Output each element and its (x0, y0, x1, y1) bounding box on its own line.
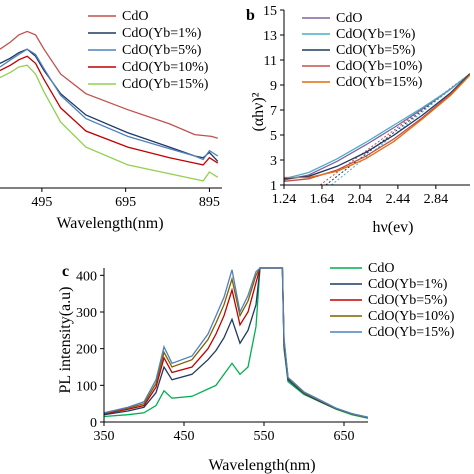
panel-b-letter: b (246, 7, 255, 24)
panel-b-series-line-2 (284, 73, 470, 180)
panel-c-plot-area (104, 267, 368, 419)
panel-c-axes: 350 450 550 650 0 100 200 300 400 (76, 268, 368, 444)
panel-a-legend-label: CdO(Yb=10%) (122, 60, 209, 75)
panel-b-plot-area (284, 73, 470, 185)
panel-b-legend: CdOCdO(Yb=1%)CdO(Yb=5%)CdO(Yb=10%)CdO(Yb… (302, 11, 423, 90)
panel-a-legend-label: CdO (122, 9, 148, 24)
panel-c-legend-label: CdO(Yb=15%) (368, 325, 455, 340)
panel-c-letter: c (62, 263, 69, 280)
panel-c-y-tick-label: 200 (76, 343, 97, 358)
panel-a-legend-label: CdO(Yb=5%) (122, 43, 202, 58)
panel-a-legend-label: CdO(Yb=1%) (122, 26, 202, 41)
panel-b-y-tick-label: 13 (263, 29, 277, 44)
panel-c-legend-label: CdO(Yb=1%) (368, 277, 448, 292)
panel-b-legend-label: CdO(Yb=5%) (336, 43, 416, 58)
panel-a-series-line-3 (0, 55, 219, 166)
panel-b-x-tick-label: 1.64 (310, 192, 335, 207)
panel-b-series-line-3 (284, 74, 470, 182)
panel-c-legend-label: CdO(Yb=10%) (368, 309, 455, 324)
panel-a-legend: CdO CdO(Yb=1%) CdO(Yb=5%) CdO(Yb=10%) CdO(Yb… (88, 9, 209, 92)
panel-b-series-line-1 (284, 73, 470, 180)
panel-c-x-tick-label: 550 (254, 429, 275, 444)
panel-b-series-line-4 (284, 74, 470, 179)
panel-b-y-tick-label: 15 (263, 4, 277, 19)
panel-c-x-tick-label: 650 (334, 429, 355, 444)
panel-b-y-tick-label: 9 (270, 79, 277, 94)
panel-c-legend: CdOCdO(Yb=1%)CdO(Yb=5%)CdO(Yb=10%)CdO(Yb… (330, 261, 455, 340)
panel-b-x-tick-label: 1.24 (272, 192, 297, 207)
panel-b-legend-label: CdO (336, 11, 362, 26)
panel-c-y-axis-title: PL intensity(a.u) (57, 287, 74, 394)
panel-b-y-tick-label: 3 (270, 154, 277, 169)
panel-c-series-line-1 (104, 267, 368, 419)
panel-a-plot-area (0, 30, 219, 182)
panel-b-y-axis-title: (αhν)² (250, 92, 267, 131)
panel-c-series-line-3 (104, 267, 368, 419)
panel-b-y-tick-label: 5 (270, 129, 277, 144)
panel-b-legend-label: CdO(Yb=15%) (336, 75, 423, 90)
panel-b-y-tick-label: 7 (270, 104, 277, 119)
panel-c-legend-label: CdO(Yb=5%) (368, 293, 448, 308)
panel-a-axes: 495 695 895 (0, 187, 222, 210)
panel-a-series-line-1 (0, 48, 219, 162)
panel-a-series-line-4 (0, 64, 219, 182)
panel-b-x-axis-title: hν(ev) (373, 219, 414, 236)
panel-a-series-line-2 (0, 48, 219, 161)
panel-c-series-line-0 (104, 267, 368, 419)
panel-c-legend-label: CdO (368, 261, 394, 276)
panel-a-x-axis-title: Wavelength(nm) (56, 215, 163, 232)
panel-b-x-tick-label: 2.44 (386, 192, 411, 207)
panel-a-legend-label: CdO(Yb=15%) (122, 77, 209, 92)
panel-b-y-tick-label: 11 (264, 54, 277, 69)
panel-a: 495 695 895 CdO CdO(Yb=1%) CdO(Yb=5%) CdO(Yb=… (0, 9, 222, 232)
panel-b-x-tick-label: 2.04 (348, 192, 373, 207)
panel-a-x-tick-label: 695 (115, 195, 136, 210)
panel-b-extrapolation-line-0 (319, 73, 470, 185)
panel-c-y-tick-label: 400 (76, 269, 97, 284)
panel-c-y-tick-label: 300 (76, 306, 97, 321)
panel-b-x-tick-label: 2.84 (424, 192, 449, 207)
panel-b-legend-label: CdO(Yb=1%) (336, 27, 416, 42)
panel-c-y-tick-label: 100 (76, 379, 97, 394)
panel-b-y-tick-label: 1 (270, 179, 277, 194)
panel-b-legend-label: CdO(Yb=10%) (336, 59, 423, 74)
panel-c-y-tick-label: 0 (90, 416, 97, 431)
panel-c-x-tick-label: 450 (174, 429, 195, 444)
panel-c-series-line-4 (104, 267, 368, 418)
panel-a-x-tick-label: 495 (31, 195, 52, 210)
panel-c-x-axis-title: Wavelength(nm) (208, 457, 315, 474)
panel-c-x-tick-label: 350 (94, 429, 115, 444)
panel-a-x-tick-label: 895 (199, 195, 220, 210)
panel-a-series-line-0 (0, 30, 218, 139)
panel-c: c 350 450 550 650 0 100 200 300 400 CdOCdO(Yb=1%… (57, 261, 455, 474)
